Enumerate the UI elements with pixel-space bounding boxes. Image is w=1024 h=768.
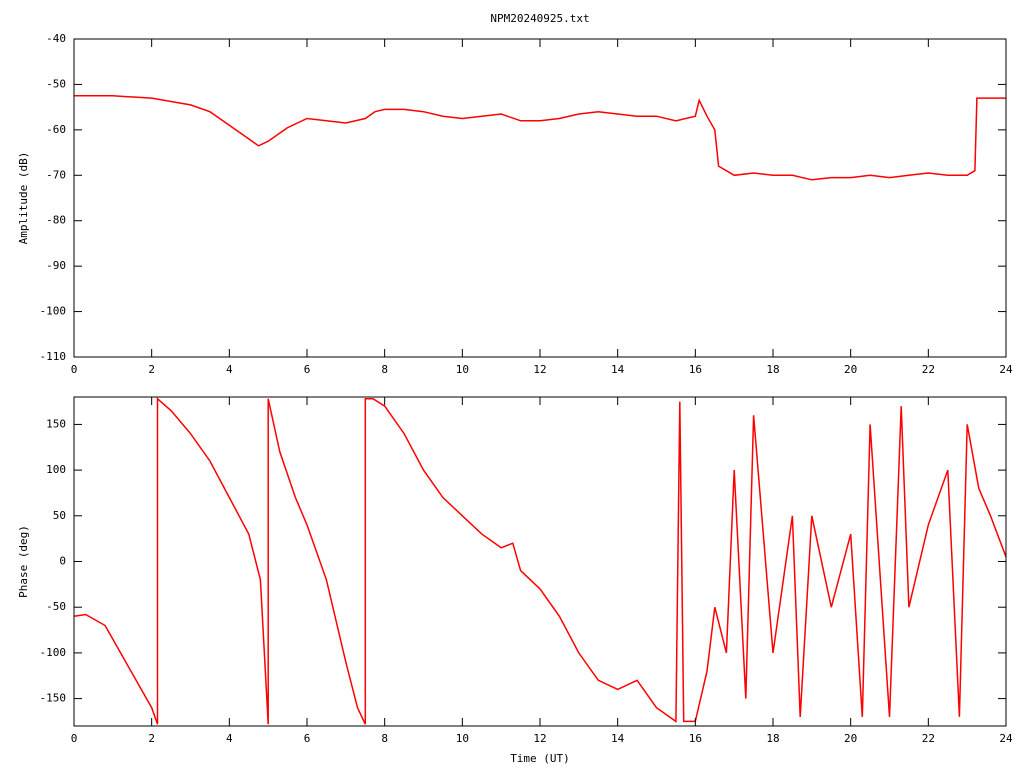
y-tick-label: -100	[40, 305, 67, 318]
x-tick-label: 4	[226, 363, 233, 376]
x-tick-label: 14	[611, 732, 625, 745]
x-tick-label: 20	[844, 363, 857, 376]
y-tick-label: -150	[40, 692, 67, 705]
x-tick-label: 22	[922, 732, 935, 745]
plot-frame	[73, 38, 1007, 358]
x-tick-label: 16	[689, 732, 702, 745]
y-tick-label: -100	[40, 646, 67, 659]
y-axis-label: Phase (deg)	[17, 525, 30, 598]
y-tick-label: -50	[46, 77, 66, 90]
x-tick-label: 12	[533, 363, 546, 376]
y-axis-label: Amplitude (dB)	[17, 152, 30, 245]
x-tick-label: 24	[999, 732, 1013, 745]
x-tick-label: 2	[148, 363, 155, 376]
y-tick-label: 0	[59, 555, 66, 568]
x-tick-label: 22	[922, 363, 935, 376]
x-tick-label: 10	[456, 732, 469, 745]
x-tick-label: 6	[304, 363, 311, 376]
x-tick-label: 8	[381, 732, 388, 745]
data-line	[74, 95, 1006, 181]
x-tick-label: 20	[844, 732, 857, 745]
y-tick-label: -90	[46, 259, 66, 272]
x-tick-label: 10	[456, 363, 469, 376]
y-tick-label: 100	[46, 463, 66, 476]
data-line	[73, 397, 1007, 725]
x-tick-label: 14	[611, 363, 625, 376]
x-tick-label: 6	[304, 732, 311, 745]
y-tick-label: -70	[46, 168, 66, 181]
y-tick-label: -110	[40, 350, 67, 363]
y-tick-label: -60	[46, 123, 66, 136]
x-tick-label: 18	[766, 732, 779, 745]
x-tick-label: 4	[226, 732, 233, 745]
x-tick-label: 2	[148, 732, 155, 745]
y-tick-label: 50	[53, 509, 66, 522]
x-tick-label: 0	[71, 363, 78, 376]
y-tick-label: -80	[46, 214, 66, 227]
chart-title: NPM20240925.txt	[490, 12, 589, 25]
x-tick-label: 12	[533, 732, 546, 745]
y-tick-label: 150	[46, 417, 66, 430]
y-tick-label: -50	[46, 600, 66, 613]
x-tick-label: 24	[999, 363, 1013, 376]
x-tick-label: 18	[766, 363, 779, 376]
x-axis-label: Time (UT)	[510, 752, 570, 765]
x-tick-label: 16	[689, 363, 702, 376]
y-tick-label: -40	[46, 32, 66, 45]
x-tick-label: 8	[381, 363, 388, 376]
x-tick-label: 0	[71, 732, 78, 745]
